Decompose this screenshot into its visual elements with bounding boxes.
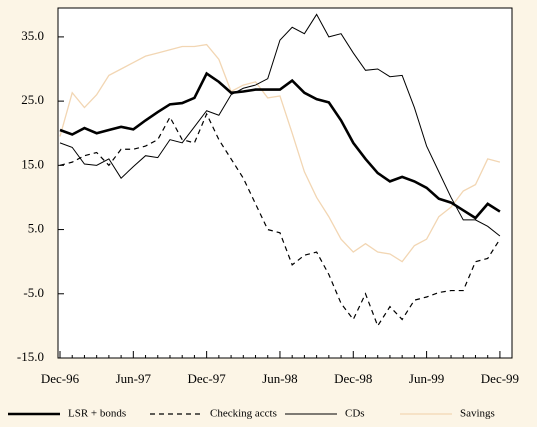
- legend-label: Checking accts: [210, 408, 277, 420]
- y-tick-label: 35.0: [21, 28, 44, 43]
- legend-label: LSR + bonds: [68, 408, 126, 420]
- x-tick-label: Jun-99: [409, 371, 444, 386]
- y-tick-label: 5.0: [28, 221, 44, 236]
- legend-label: Savings: [460, 408, 495, 420]
- y-tick-label: 15.0: [21, 156, 44, 171]
- y-tick-label: -15.0: [17, 349, 44, 364]
- plot-area: [57, 7, 513, 359]
- series-line: [59, 112, 501, 328]
- x-tick-label: Dec-97: [188, 371, 227, 386]
- legend-label: CDs: [345, 408, 365, 420]
- x-tick-label: Dec-96: [41, 371, 80, 386]
- x-tick-label: Dec-98: [334, 371, 372, 386]
- series-line: [59, 13, 501, 237]
- y-tick-label: 25.0: [21, 92, 44, 107]
- x-tick-label: Jun-98: [262, 371, 297, 386]
- series-line: [59, 71, 501, 220]
- y-tick-label: -5.0: [23, 285, 44, 300]
- x-tick-label: Dec-99: [481, 371, 519, 386]
- x-tick-label: Jun-97: [116, 371, 152, 386]
- series-line: [59, 43, 501, 263]
